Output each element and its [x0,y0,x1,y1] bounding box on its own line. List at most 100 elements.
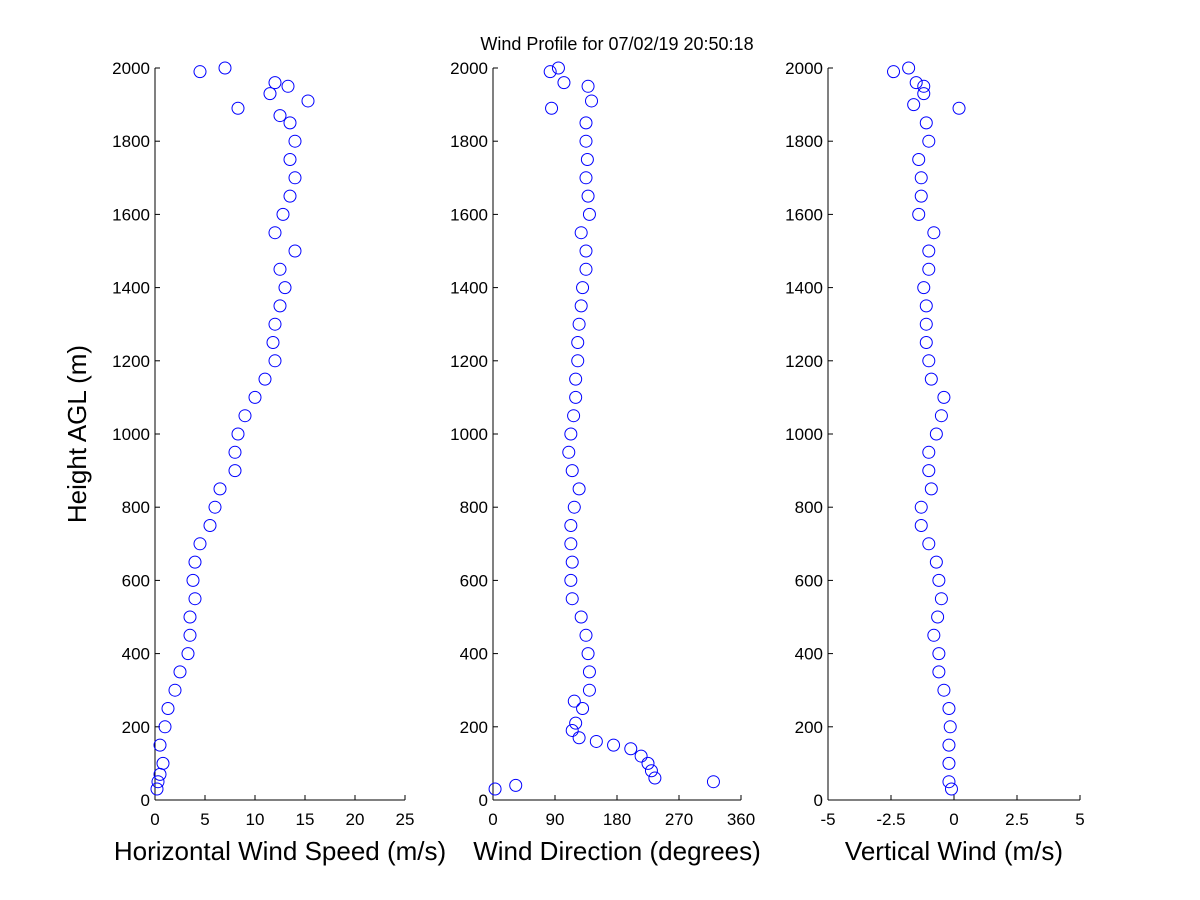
scatter-point [181,647,195,661]
y-tick-label: 800 [795,498,823,517]
scatter-point [942,775,956,789]
scatter-point [576,702,590,715]
scatter-point [581,79,595,93]
scatter-point [942,702,956,715]
x-tick-label: 180 [603,810,631,829]
scatter-point [193,65,207,79]
scatter-point [572,731,586,745]
scatter-point [273,262,287,276]
scatter-point [582,683,596,697]
scatter-point [567,500,581,514]
y-tick-label: 800 [122,498,150,517]
scatter-point [924,482,938,496]
x-tick-label: 10 [246,810,265,829]
scatter-point [273,109,287,123]
scatter-point [183,628,197,642]
scatter-point [579,244,593,258]
scatter-point [258,372,272,386]
x-tick-label: 2.5 [1005,810,1029,829]
scatter-point [567,694,581,708]
scatter-point [263,87,277,101]
scatter-point [917,87,931,101]
scatter-point [582,207,596,221]
scatter-point [912,207,926,221]
y-tick-label: 600 [460,571,488,590]
y-tick-label: 1800 [450,132,488,151]
scatter-point [922,244,936,258]
scatter-point [648,771,662,785]
scatter-point [937,683,951,697]
scatter-point [557,76,571,90]
x-tick-label: 15 [296,810,315,829]
y-tick-label: 0 [479,791,488,810]
y-tick-label: 200 [795,718,823,737]
y-tick-label: 2000 [112,59,150,78]
scatter-point [931,610,945,624]
scatter-point [156,756,170,770]
scatter-point [579,171,593,185]
y-tick-label: 400 [122,645,150,664]
scatter-point [564,573,578,587]
scatter-point [281,79,295,93]
y-tick-label: 1400 [785,279,823,298]
scatter-point [576,281,590,295]
scatter-point [579,262,593,276]
x-tick-label: -2.5 [876,810,905,829]
scatter-point [193,537,207,551]
scatter-point [188,592,202,606]
scatter-point [228,464,242,478]
y-tick-label: 1000 [450,425,488,444]
x-tick-label: 20 [346,810,365,829]
scatter-point [186,573,200,587]
x-tick-label: 360 [727,810,755,829]
scatter-point [151,775,165,789]
scatter-point [922,262,936,276]
x-tick-label: 0 [488,810,497,829]
scatter-point [922,464,936,478]
y-axis-label: Height AGL (m) [62,345,92,523]
scatter-point [572,317,586,331]
y-tick-label: 800 [460,498,488,517]
scatter-point [208,500,222,514]
scatter-point [579,134,593,148]
scatter-point [917,79,931,93]
y-tick-label: 1200 [112,352,150,371]
scatter-point [929,427,943,441]
y-tick-label: 2000 [785,59,823,78]
x-tick-label: 5 [1075,810,1084,829]
y-tick-label: 1400 [112,279,150,298]
scatter-point [932,573,946,587]
scatter-point [585,94,599,108]
x-tick-label: 90 [546,810,565,829]
scatter-point [153,738,167,752]
scatter-point [150,782,164,796]
scatter-point [565,592,579,606]
scatter-point [571,336,585,349]
scatter-point [907,98,921,112]
scatter-point [564,537,578,551]
scatter-point [589,734,603,748]
scatter-point [932,665,946,679]
y-tick-label: 400 [795,645,823,664]
scatter-point [168,683,182,697]
scatter-point [564,427,578,441]
y-tick-label: 1800 [112,132,150,151]
scatter-point [922,445,936,459]
x-tick-label: 5 [200,810,209,829]
scatter-point [580,153,594,166]
scatter-point [919,317,933,331]
y-tick-label: 0 [814,791,823,810]
scatter-point [607,738,621,752]
scatter-point [565,464,579,478]
scatter-point [283,116,297,130]
scatter-point [161,702,175,715]
x-axis-label: Horizontal Wind Speed (m/s) [114,836,446,866]
y-tick-label: 1200 [450,352,488,371]
scatter-point [288,171,302,185]
scatter-point [934,409,948,423]
scatter-point [565,555,579,569]
scatter-point [922,537,936,551]
scatter-point [914,189,928,203]
y-tick-label: 1800 [785,132,823,151]
